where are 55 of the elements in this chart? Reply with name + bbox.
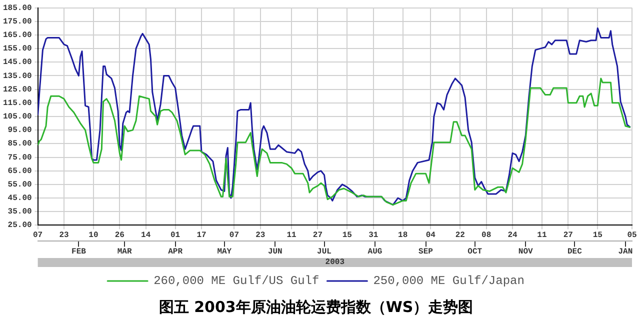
x-tick-label: 22 [455,231,466,240]
y-tick-label: 165.00 [2,30,32,40]
x-tick-label: 15 [342,231,352,240]
legend-label: 250,000 ME Gulf/Japan [373,274,524,288]
x2-tick-label: JUN [268,248,283,257]
x-tick-label: 24 [508,231,518,240]
x-tick-label: 26 [114,231,125,240]
x2-tick-label: MAY [217,248,232,257]
y-tick-label: 105.00 [2,112,32,122]
x2-tick-label: FEB [72,248,86,257]
y-tick-label: 45.00 [8,194,32,204]
y-tick-label: 145.00 [2,58,32,68]
x-tick-label: 14 [141,231,151,240]
x2-tick-label: APR [168,248,183,257]
x2-tick-label: OCT [468,248,482,257]
x-tick-label: 05 [627,231,637,240]
x2-tick-label: SEP [418,248,434,257]
x-tick-label: 23 [256,231,266,240]
x-tick-label: 07 [229,231,240,240]
x-tick-label: 23 [59,231,69,240]
y-tick-label: 65.00 [8,166,32,176]
y-tick-label: 185.00 [2,4,32,13]
x-axis-title: 2003 [325,258,345,268]
y-tick-label: 25.00 [8,221,32,230]
x-tick-label: 04 [426,231,436,240]
x-tick-label: 07 [33,231,43,240]
y-tick-label: 175.00 [2,17,32,26]
y-tick-label: 75.00 [8,153,32,162]
y-tick-label: 85.00 [8,140,32,149]
x-tick-label: 27 [312,231,323,240]
x-tick-label: 10 [88,231,98,240]
y-tick-label: 135.00 [2,72,32,81]
y-tick-label: 115.00 [2,98,32,108]
x-tick-label: 18 [398,231,408,240]
y-tick-label: 35.00 [8,208,32,217]
x-tick-label: 11 [286,231,297,240]
x-tick-label: 27 [563,231,574,240]
x-tick-label: 11 [537,231,547,240]
x2-tick-label: JAN [618,248,633,257]
text: 图五 2003年原油油轮运费指数（WS）走势图 [158,298,474,316]
x2-tick-label: NOV [518,248,533,257]
x-tick-label: 08 [482,231,492,240]
x-tick-label: 15 [592,231,603,240]
y-tick-label: 55.00 [8,180,32,190]
x2-tick-label: MAR [117,248,132,257]
y-tick-label: 95.00 [8,126,32,136]
x-tick-label: 31 [368,231,378,240]
y-tick-label: 125.00 [2,85,32,94]
x2-tick-label: AUG [368,248,382,257]
x2-tick-label: DEC [568,248,582,257]
x-tick-label: 17 [196,231,206,240]
y-tick-label: 155.00 [2,44,32,54]
x-tick-label: 01 [170,231,180,240]
x2-tick-label: JUL [317,248,332,257]
legend-label: 260,000 ME Gulf/US Gulf [154,274,320,288]
